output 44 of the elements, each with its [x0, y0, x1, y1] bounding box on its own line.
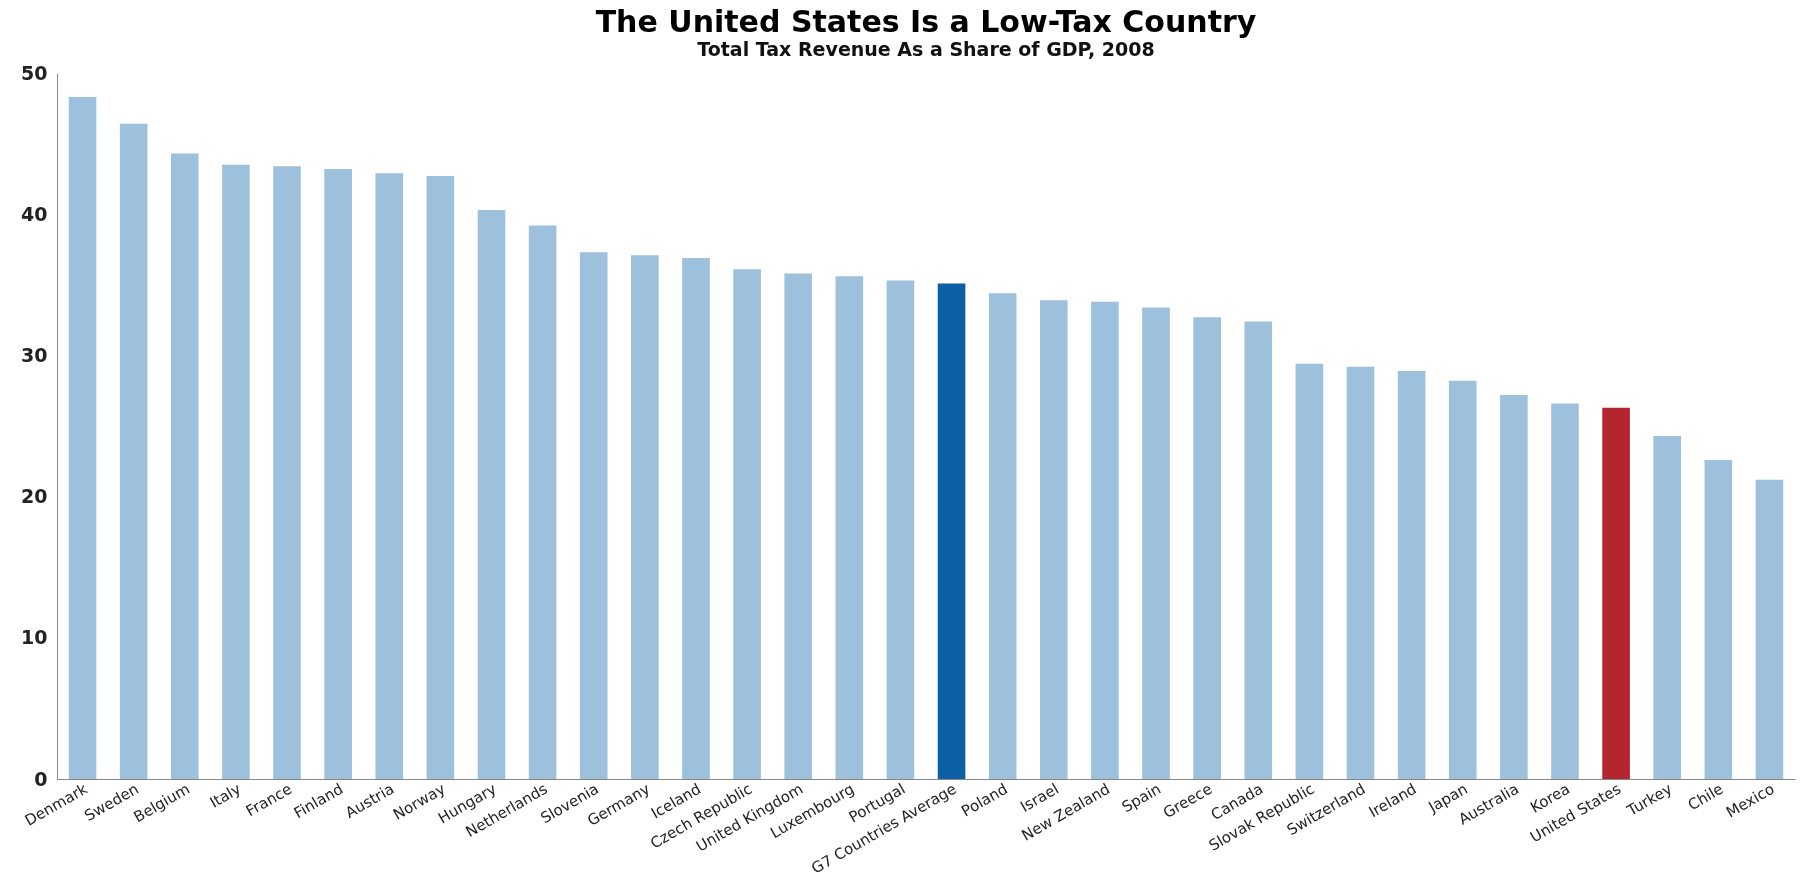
- bar: [1397, 370, 1426, 779]
- bar: [784, 273, 813, 779]
- bar: [1193, 317, 1221, 779]
- x-tick-label: Chile: [1684, 779, 1727, 815]
- bar: [1704, 459, 1733, 779]
- bar: [1039, 300, 1068, 779]
- chart-title: The United States Is a Low-Tax Country: [595, 4, 1257, 39]
- bar: [273, 166, 301, 779]
- bar: [1295, 363, 1324, 779]
- bar: [1755, 479, 1784, 779]
- bar: [733, 269, 761, 779]
- bar: [222, 164, 250, 779]
- bar: [682, 257, 710, 779]
- chart-subtitle: Total Tax Revenue As a Share of GDP, 2008: [697, 38, 1155, 60]
- bar: [375, 173, 404, 779]
- bar: [1551, 403, 1579, 779]
- y-tick-label: 30: [21, 343, 48, 366]
- bar: [988, 293, 1017, 779]
- bar: [1653, 435, 1682, 779]
- y-tick-label: 20: [21, 485, 48, 508]
- y-tick-label: 0: [34, 767, 48, 790]
- x-tick-label: Italy: [206, 779, 245, 812]
- y-tick-label: 40: [21, 202, 48, 225]
- bar: [886, 280, 915, 779]
- bar: [937, 283, 966, 779]
- y-tick-label: 50: [21, 61, 48, 84]
- bar: [426, 176, 455, 779]
- bar: [477, 209, 506, 779]
- bar: [1091, 301, 1119, 779]
- bar: [1244, 321, 1273, 779]
- y-tick-label: 10: [21, 626, 48, 649]
- bar: [170, 153, 199, 779]
- bar: [1346, 366, 1375, 779]
- bar: [631, 255, 659, 779]
- bar: [835, 276, 864, 779]
- bar: [528, 225, 557, 779]
- bar: [324, 169, 352, 779]
- bar: [1448, 380, 1477, 779]
- bar: [68, 97, 97, 779]
- bar: [1602, 407, 1630, 779]
- bar: [119, 123, 148, 779]
- bar: [579, 252, 608, 779]
- bar: [1142, 307, 1170, 779]
- bar: [1500, 394, 1528, 779]
